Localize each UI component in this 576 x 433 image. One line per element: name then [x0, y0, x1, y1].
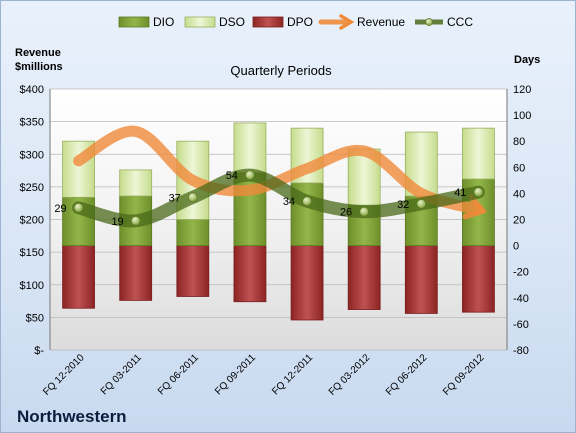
- right-tick-label: 120: [513, 84, 531, 96]
- ccc-data-label: 41: [454, 187, 466, 199]
- left-tick-label: $200: [20, 215, 44, 227]
- left-tick-label: $300: [20, 149, 44, 161]
- ccc-data-label: 37: [169, 192, 181, 204]
- right-tick-label: 80: [513, 136, 525, 148]
- ccc-data-label: 32: [397, 199, 409, 211]
- legend-label-revenue: Revenue: [357, 15, 405, 29]
- ccc-point: [245, 170, 255, 181]
- ccc-data-label: 19: [111, 216, 123, 228]
- ccc-point: [73, 202, 84, 213]
- legend: DIO DSO DPO Revenue CCC: [118, 14, 473, 30]
- ccc-data-label: 26: [340, 207, 352, 219]
- right-tick-label: 20: [513, 215, 525, 227]
- ccc-data-label: 29: [54, 203, 66, 215]
- x-tick-label: FQ 03-2012: [327, 352, 373, 398]
- dpo-bar: [404, 245, 438, 314]
- legend-label-dio: DIO: [153, 15, 174, 29]
- company-name: Northwestern: [17, 407, 127, 426]
- right-tick-label: 40: [513, 188, 525, 200]
- dio-bar: [290, 182, 324, 247]
- left-axis-ticks: $- $50 $100 $150 $200 $250 $300 $350 $400: [20, 84, 45, 357]
- ccc-point: [416, 198, 427, 209]
- left-tick-label: $100: [20, 280, 44, 292]
- x-tick-label: FQ 06-2012: [384, 352, 430, 398]
- ccc-line: [72, 168, 485, 228]
- ccc-point: [359, 206, 370, 217]
- left-tick-label: $250: [20, 182, 44, 194]
- legend-item-dio: DIO: [118, 15, 174, 29]
- right-tick-label: 60: [513, 162, 525, 174]
- dpo-bar: [62, 245, 95, 309]
- left-tick-label: $-: [34, 345, 44, 357]
- ccc-data-label: 34: [283, 196, 295, 208]
- ccc-point: [130, 215, 141, 226]
- dso-bar: [233, 122, 267, 173]
- left-axis-title-line2: $millions: [15, 61, 63, 73]
- x-tick-label: FQ 06-2011: [156, 352, 201, 397]
- ccc-data-label: 54: [226, 170, 238, 182]
- right-tick-label: 0: [513, 241, 519, 253]
- legend-label-ccc: CCC: [447, 15, 473, 29]
- legend-item-ccc: CCC: [415, 15, 473, 29]
- legend-item-dso: DSO: [184, 15, 245, 29]
- left-tick-label: $50: [26, 312, 44, 324]
- right-tick-label: -40: [513, 293, 529, 305]
- ccc-point: [302, 196, 312, 207]
- right-tick-label: 100: [513, 110, 531, 122]
- dpo-bar: [233, 245, 267, 303]
- x-axis-ticks: FQ 12-2010 FQ 03-2011 FQ 06-2011 FQ 09-2011…: [41, 352, 487, 398]
- left-tick-label: $400: [20, 84, 44, 96]
- legend-label-dso: DSO: [219, 15, 245, 29]
- ccc-point: [473, 187, 484, 197]
- dso-bar: [462, 127, 495, 180]
- chart-title: Quarterly Periods: [230, 63, 332, 78]
- right-axis-ticks: -80 -60 -40 -20 0 20 40 60 80 100 120: [513, 84, 531, 357]
- x-tick-label: FQ 12-2011: [270, 352, 315, 397]
- legend-item-revenue: Revenue: [318, 14, 405, 30]
- dpo-bar: [119, 245, 153, 301]
- x-tick-label: FQ 03-2011: [99, 352, 144, 397]
- right-tick-label: -20: [513, 267, 529, 279]
- left-tick-label: $150: [20, 247, 44, 259]
- lines-layer: 29 19 37 54 34 26 32 41: [54, 125, 488, 228]
- dio-bar: [176, 219, 210, 247]
- x-tick-label: FQ 09-2012: [441, 352, 487, 398]
- dso-bar: [119, 169, 153, 197]
- legend-item-dpo: DPO: [252, 15, 313, 29]
- dpo-bar: [176, 245, 210, 297]
- x-tick-label: FQ 09-2011: [213, 352, 258, 397]
- right-tick-label: -60: [513, 319, 529, 331]
- dpo-bar: [290, 245, 324, 321]
- ccc-point: [187, 192, 198, 203]
- right-axis-title: Days: [514, 54, 540, 66]
- legend-label-dpo: DPO: [287, 15, 313, 29]
- dpo-bar: [462, 245, 495, 313]
- left-axis-title-line1: Revenue: [15, 47, 61, 59]
- right-tick-label: -80: [513, 345, 529, 357]
- x-tick-label: FQ 12-2010: [41, 352, 87, 398]
- left-tick-label: $350: [20, 117, 44, 129]
- dpo-bar: [347, 245, 381, 310]
- revenue-arrowhead: [462, 194, 488, 220]
